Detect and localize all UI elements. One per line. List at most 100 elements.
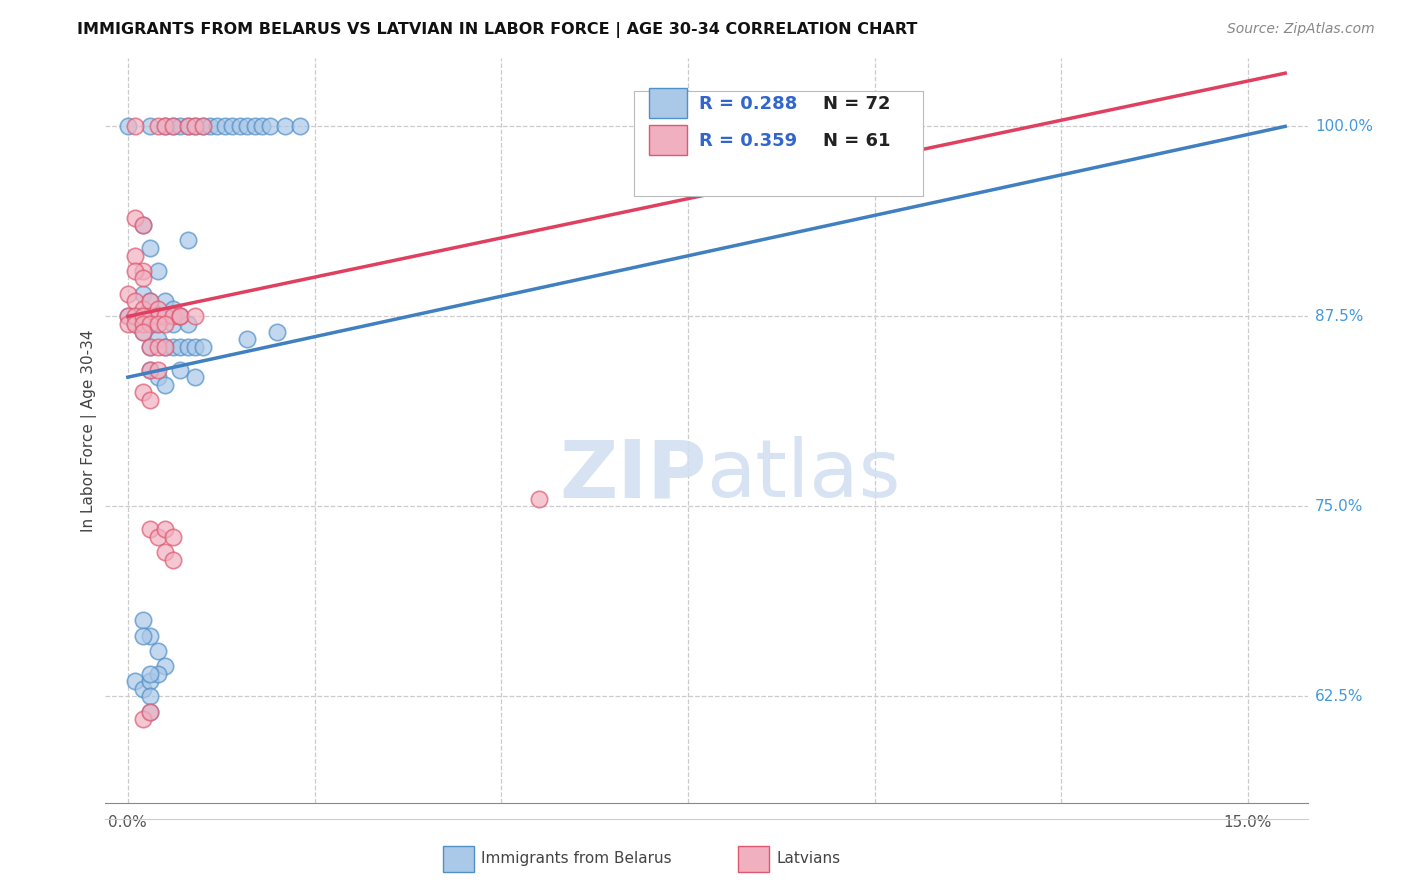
- Point: [153, 120, 176, 134]
- Point: [153, 340, 176, 354]
- Point: [191, 120, 214, 134]
- Point: [139, 629, 162, 643]
- Point: [117, 120, 139, 134]
- Text: R = 0.288: R = 0.288: [699, 95, 797, 113]
- Point: [221, 120, 243, 134]
- Text: Source: ZipAtlas.com: Source: ZipAtlas.com: [1227, 22, 1375, 37]
- Point: [146, 310, 169, 324]
- Point: [139, 294, 162, 309]
- Point: [139, 294, 162, 309]
- Point: [207, 120, 229, 134]
- Point: [259, 120, 281, 134]
- Text: N = 61: N = 61: [823, 132, 890, 151]
- Point: [266, 325, 288, 339]
- FancyBboxPatch shape: [648, 125, 688, 155]
- Point: [132, 264, 155, 278]
- Point: [132, 712, 155, 726]
- Point: [153, 340, 176, 354]
- Point: [184, 120, 207, 134]
- FancyBboxPatch shape: [648, 87, 688, 118]
- Point: [132, 310, 155, 324]
- Point: [169, 310, 191, 324]
- Point: [184, 370, 207, 384]
- Text: 0.0%: 0.0%: [108, 815, 148, 830]
- Point: [229, 120, 252, 134]
- Text: ZIP: ZIP: [560, 436, 707, 514]
- Point: [132, 317, 155, 331]
- Point: [146, 264, 169, 278]
- Point: [751, 120, 773, 134]
- Point: [124, 264, 146, 278]
- Text: 15.0%: 15.0%: [1223, 815, 1272, 830]
- Point: [117, 310, 139, 324]
- Point: [139, 705, 162, 719]
- Point: [236, 120, 259, 134]
- Text: R = 0.359: R = 0.359: [699, 132, 797, 151]
- Point: [132, 286, 155, 301]
- Point: [139, 340, 162, 354]
- Point: [191, 120, 214, 134]
- Point: [153, 317, 176, 331]
- Point: [146, 332, 169, 346]
- Point: [243, 120, 266, 134]
- Point: [146, 120, 169, 134]
- Point: [153, 377, 176, 392]
- Point: [169, 310, 191, 324]
- Point: [139, 674, 162, 689]
- Point: [191, 340, 214, 354]
- Point: [153, 310, 176, 324]
- Point: [176, 233, 198, 247]
- Point: [527, 491, 550, 506]
- Point: [146, 310, 169, 324]
- Point: [139, 705, 162, 719]
- Point: [132, 218, 155, 232]
- Point: [132, 310, 155, 324]
- Point: [153, 659, 176, 673]
- Point: [176, 317, 198, 331]
- Point: [132, 629, 155, 643]
- Point: [132, 681, 155, 696]
- Point: [124, 674, 146, 689]
- Point: [153, 294, 176, 309]
- Point: [176, 120, 198, 134]
- Point: [139, 362, 162, 376]
- Point: [288, 120, 311, 134]
- Point: [139, 310, 162, 324]
- Point: [117, 317, 139, 331]
- Point: [146, 644, 169, 658]
- Point: [863, 120, 886, 134]
- Point: [117, 310, 139, 324]
- Text: 87.5%: 87.5%: [1315, 309, 1364, 324]
- Point: [139, 522, 162, 536]
- Point: [124, 211, 146, 225]
- Point: [132, 385, 155, 400]
- Point: [132, 301, 155, 316]
- Point: [273, 120, 295, 134]
- Point: [184, 310, 207, 324]
- Y-axis label: In Labor Force | Age 30-34: In Labor Force | Age 30-34: [82, 329, 97, 532]
- Point: [162, 317, 184, 331]
- Point: [184, 120, 207, 134]
- Point: [139, 666, 162, 681]
- Text: N = 72: N = 72: [823, 95, 890, 113]
- Point: [146, 362, 169, 376]
- Point: [146, 317, 169, 331]
- Point: [153, 310, 176, 324]
- Point: [132, 325, 155, 339]
- Point: [252, 120, 274, 134]
- Text: Latvians: Latvians: [776, 852, 841, 866]
- Point: [124, 317, 146, 331]
- Text: atlas: atlas: [707, 436, 901, 514]
- Point: [169, 340, 191, 354]
- Point: [139, 392, 162, 407]
- Text: 75.0%: 75.0%: [1315, 499, 1364, 514]
- Point: [124, 120, 146, 134]
- Point: [146, 340, 169, 354]
- Point: [169, 310, 191, 324]
- Text: 100.0%: 100.0%: [1315, 119, 1374, 134]
- Point: [117, 286, 139, 301]
- Point: [153, 120, 176, 134]
- Point: [139, 340, 162, 354]
- Point: [184, 340, 207, 354]
- Point: [124, 310, 146, 324]
